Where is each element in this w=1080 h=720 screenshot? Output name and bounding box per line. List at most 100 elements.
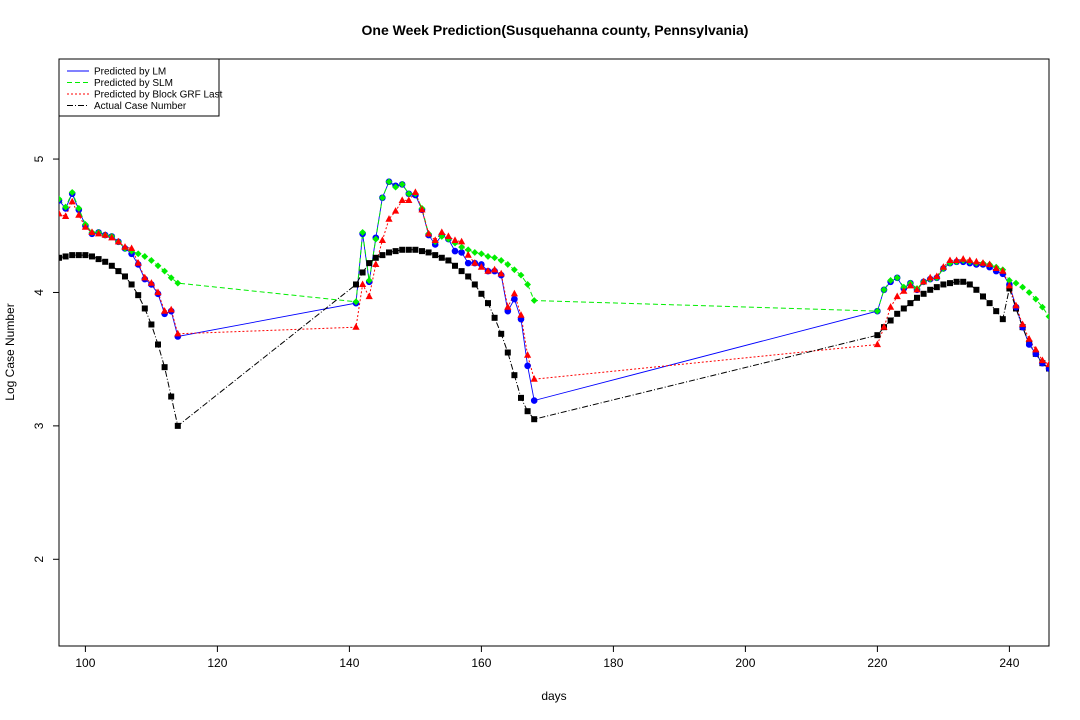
point-triangle [167, 305, 175, 313]
legend-label: Predicted by Block GRF Last [94, 90, 223, 101]
point-triangle [999, 267, 1007, 274]
axis-ticks: 100 120 140 160 180 200 220 240 2 3 4 5 [32, 155, 1020, 670]
x-tick-label: 240 [999, 656, 1019, 670]
point-triangle [372, 260, 380, 268]
point-triangle [62, 212, 70, 220]
point-triangle [920, 277, 928, 285]
point-diamond [398, 181, 406, 188]
point-triangle [68, 197, 76, 205]
point-triangle [979, 259, 987, 266]
point-square [518, 394, 524, 401]
point-triangle [95, 229, 103, 237]
series-line-0 [59, 181, 1049, 402]
point-square [980, 293, 986, 300]
point-square [432, 252, 439, 259]
point-triangle [517, 311, 525, 318]
point-square [69, 252, 76, 259]
point-square [141, 305, 148, 312]
point-square [485, 300, 491, 307]
point-square [128, 281, 135, 288]
point-diamond [464, 246, 472, 254]
point-diamond [497, 257, 505, 264]
point-square [59, 254, 62, 261]
point-triangle [101, 231, 109, 238]
point-square [498, 330, 505, 337]
point-diamond [167, 274, 175, 282]
point-square [82, 252, 89, 259]
point-triangle [385, 215, 393, 222]
point-triangle [926, 273, 934, 281]
point-triangle [1032, 345, 1040, 353]
point-diamond [900, 283, 908, 291]
point-square [947, 280, 953, 287]
point-square [174, 422, 181, 429]
point-diamond [491, 254, 498, 262]
point-triangle [1025, 335, 1033, 342]
point-diamond [1045, 313, 1049, 320]
point-square [491, 314, 498, 321]
point-diamond [359, 229, 366, 236]
point-square [122, 273, 128, 280]
point-triangle [392, 207, 400, 214]
x-tick-label: 160 [471, 656, 491, 670]
point-diamond [1012, 279, 1020, 287]
point-diamond [68, 189, 76, 196]
point-diamond [134, 250, 142, 258]
point-triangle [1038, 356, 1046, 364]
point-triangle [352, 323, 360, 330]
point-circle [458, 249, 465, 256]
point-triangle [972, 257, 980, 265]
point-triangle [411, 188, 419, 196]
point-square [115, 268, 122, 275]
point-triangle [128, 244, 136, 252]
point-square [399, 246, 406, 253]
legend-label: Predicted by SLM [94, 78, 173, 89]
point-diamond [458, 243, 465, 251]
point-diamond [141, 253, 149, 260]
point-triangle [134, 259, 142, 266]
x-tick-label: 100 [75, 656, 95, 670]
point-circle [1025, 341, 1033, 348]
point-square [89, 253, 95, 260]
point-diamond [893, 274, 901, 282]
point-diamond [1032, 295, 1040, 303]
point-triangle [873, 340, 881, 348]
point-triangle [108, 233, 116, 241]
point-diamond [372, 235, 380, 243]
point-diamond [1025, 289, 1033, 296]
point-square [405, 246, 412, 253]
point-square [986, 300, 993, 307]
point-square [379, 252, 386, 259]
point-triangle [900, 287, 908, 294]
point-diamond [524, 281, 531, 288]
point-diamond [946, 259, 954, 267]
point-square [874, 332, 881, 339]
x-tick-label: 180 [603, 656, 623, 670]
point-square [999, 316, 1006, 323]
point-square [940, 281, 947, 288]
point-triangle [893, 292, 901, 300]
series-line-3 [59, 249, 1049, 427]
point-triangle [1005, 281, 1013, 289]
point-square [392, 248, 399, 255]
point-triangle [1019, 320, 1027, 328]
point-square [511, 372, 518, 379]
point-square [478, 290, 485, 297]
point-triangle [405, 196, 413, 204]
point-triangle [114, 237, 122, 245]
point-diamond [517, 271, 525, 279]
legend-box [58, 58, 220, 117]
point-circle [464, 259, 472, 267]
x-tick-label: 140 [339, 656, 359, 670]
point-triangle [497, 269, 505, 277]
point-triangle [1012, 301, 1020, 309]
point-triangle [174, 329, 182, 337]
point-square [438, 254, 445, 261]
point-triangle [81, 223, 89, 230]
point-circle [511, 295, 518, 303]
point-diamond [75, 205, 83, 212]
point-triangle [141, 273, 149, 281]
point-triangle [992, 264, 1000, 272]
